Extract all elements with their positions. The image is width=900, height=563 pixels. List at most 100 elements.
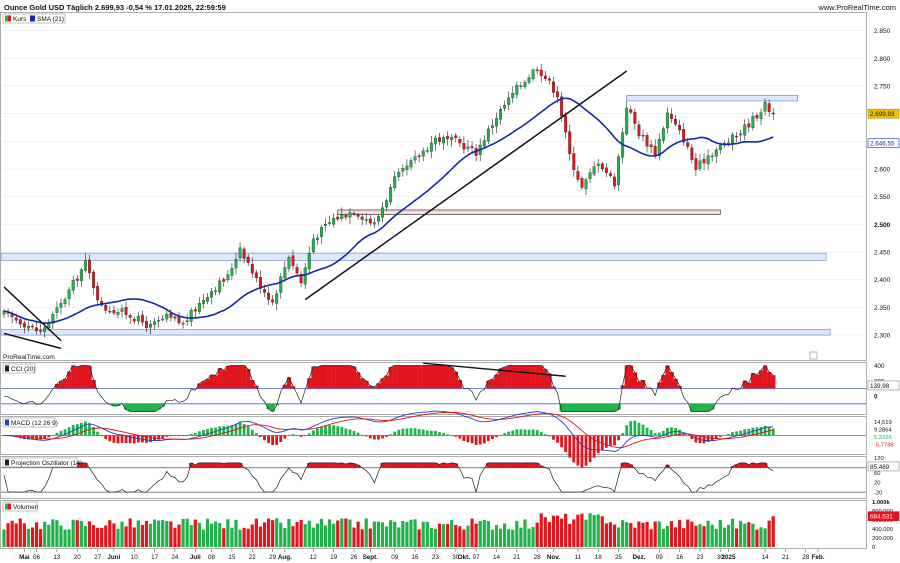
price-trendlines <box>3 70 628 350</box>
cci-overbought-fill <box>657 382 662 389</box>
macd-histogram-bar <box>649 430 653 436</box>
cci-oversold-fill <box>592 403 597 412</box>
cci-overbought-fill <box>632 372 638 389</box>
price-zones <box>0 95 831 336</box>
macd-histogram-bar <box>507 431 511 436</box>
x-tick-label: Juli <box>190 554 201 561</box>
macd-histogram-bar <box>197 431 201 436</box>
cci-overbought-fill <box>384 375 389 389</box>
volume-bar <box>755 529 759 547</box>
price-trendline <box>304 70 628 301</box>
panel-collapse-button[interactable] <box>809 351 818 360</box>
macd-histogram-bar <box>246 426 250 436</box>
price-candle <box>71 275 75 295</box>
cci-overbought-fill <box>486 380 491 389</box>
price-candle <box>242 246 246 264</box>
projection-high-fill <box>384 462 389 468</box>
projection-high-fill <box>225 462 231 468</box>
cci-overbought-fill <box>624 365 629 389</box>
volume-y-tick-label: 400.000 <box>872 527 893 533</box>
x-tick-label: 28 <box>802 554 810 561</box>
cci-overbought-fill <box>433 365 438 389</box>
price-candle <box>328 215 332 227</box>
volume-bar <box>226 519 230 547</box>
price-candle <box>332 213 336 228</box>
macd-histogram-bar <box>739 430 743 436</box>
macd-histogram-bar <box>560 435 563 448</box>
price-candle <box>344 213 348 220</box>
cci-oversold-fill <box>575 403 581 412</box>
volume-bar <box>39 529 43 547</box>
cci-overbought-fill <box>67 371 72 389</box>
price-candle <box>702 153 706 171</box>
cci-oversold-fill <box>160 403 165 407</box>
cci-overbought-fill <box>404 365 410 389</box>
macd-histogram-bar <box>641 424 645 436</box>
cci-overbought-fill <box>75 366 80 389</box>
price-candle <box>682 122 686 146</box>
volume-bar <box>551 515 556 547</box>
price-candle <box>230 262 234 280</box>
price-y-axis: 2.8502.8002.7502.7002.6502.6002.5502.500… <box>867 28 900 340</box>
cci-overbought-fill <box>421 365 426 389</box>
price-candle <box>100 297 104 307</box>
cci-overbought-fill <box>225 366 231 389</box>
macd-histogram-bar <box>401 428 405 436</box>
volume-bar <box>254 518 258 547</box>
volume-bar <box>673 527 678 547</box>
price-candle <box>613 173 616 190</box>
macd-histogram-bar <box>336 426 340 436</box>
projection-high-fill <box>413 462 418 468</box>
volume-bar <box>543 517 547 547</box>
volume-bar <box>100 527 104 547</box>
volume-bar <box>295 522 299 547</box>
volume-bar <box>767 520 771 547</box>
price-candle <box>665 107 669 134</box>
projection-high-fill <box>746 464 752 468</box>
projection-high-fill <box>453 463 459 468</box>
macd-histogram-bar <box>136 435 140 443</box>
volume-bar <box>323 525 328 547</box>
projection-high-fill <box>734 464 739 468</box>
volume-bar <box>735 528 739 547</box>
price-candle <box>234 252 238 275</box>
volume-bar <box>205 518 210 547</box>
price-candle <box>523 80 527 90</box>
cci-overbought-fill <box>339 365 345 389</box>
volume-bar <box>51 519 55 547</box>
cci-overbought-fill <box>356 372 361 389</box>
price-candle <box>438 132 441 146</box>
projection-high-fill <box>526 462 532 468</box>
macd-histogram-bar <box>547 435 551 437</box>
projection-high-fill <box>531 462 536 468</box>
volume-bar <box>494 525 499 547</box>
volume-bar <box>75 520 79 547</box>
volume-bar <box>340 518 344 547</box>
volume-bar <box>596 514 600 547</box>
macd-histogram-bar <box>727 433 730 436</box>
price-candle <box>340 207 344 222</box>
price-candle <box>731 131 734 151</box>
volume-bar <box>588 513 592 547</box>
cci-overbought-fill <box>197 383 202 389</box>
brand-link[interactable]: www.ProRealTime.com <box>817 3 896 12</box>
macd-histogram-bar <box>206 429 209 436</box>
macd-histogram-bar <box>584 435 588 466</box>
projection-high-fill <box>445 463 450 468</box>
macd-histogram-bar <box>254 433 258 436</box>
price-candle <box>511 86 515 104</box>
price-candle <box>706 149 710 170</box>
volume-bar <box>535 522 539 547</box>
price-candle <box>490 118 494 135</box>
price-candle <box>592 161 596 177</box>
price-candle <box>495 112 498 134</box>
macd-histogram-bar <box>259 435 262 438</box>
volume-bar <box>437 523 442 547</box>
price-candle <box>462 136 466 154</box>
projection-high-fill <box>449 462 454 468</box>
macd-histogram-bar <box>495 435 498 438</box>
price-candle <box>401 164 405 177</box>
price-candle <box>324 218 327 232</box>
volume-bar <box>307 520 311 547</box>
volume-bar <box>328 519 332 547</box>
